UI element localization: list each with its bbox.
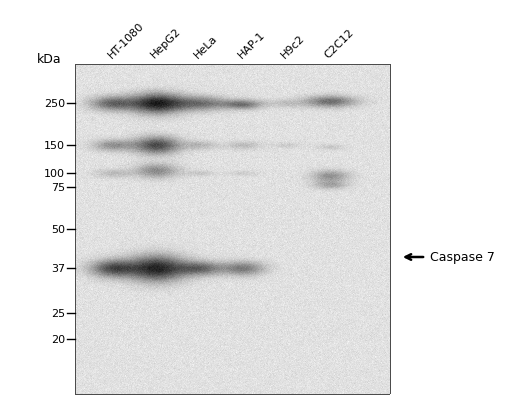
Text: HT-1080: HT-1080	[106, 20, 145, 60]
Text: C2C12: C2C12	[323, 27, 356, 60]
Text: 25: 25	[51, 309, 65, 318]
Text: 75: 75	[51, 183, 65, 192]
Text: kDa: kDa	[37, 53, 62, 66]
Text: HepG2: HepG2	[149, 26, 183, 60]
Text: 150: 150	[44, 140, 65, 150]
Text: 20: 20	[51, 334, 65, 344]
Text: 250: 250	[44, 99, 65, 109]
Text: HAP-1: HAP-1	[236, 29, 267, 60]
Text: 50: 50	[51, 224, 65, 235]
Text: HeLa: HeLa	[193, 33, 220, 60]
Text: 37: 37	[51, 263, 65, 273]
Text: H9c2: H9c2	[279, 33, 307, 60]
Text: 100: 100	[44, 169, 65, 178]
Text: Caspase 7: Caspase 7	[430, 251, 495, 264]
